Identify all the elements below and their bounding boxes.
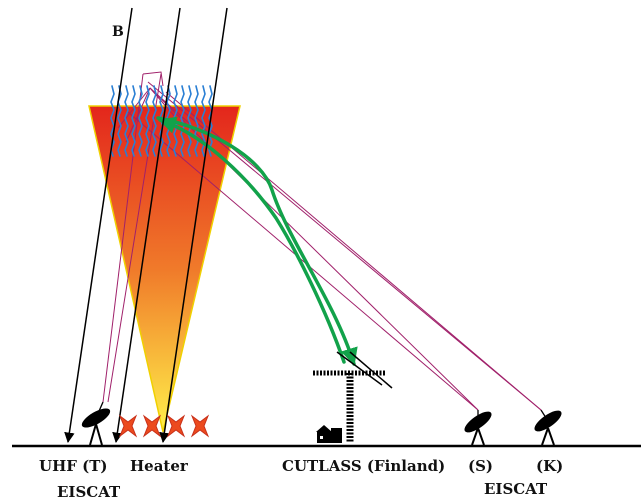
radar-antenna-icon: [313, 351, 393, 443]
dish-antenna-icon: [534, 409, 562, 446]
dish-antenna-icon: [81, 401, 111, 446]
field-aligned-striations: [110, 85, 213, 157]
heater-array-icon: [118, 414, 210, 438]
cutlass-radar-path: [156, 116, 358, 366]
building-icon: [316, 425, 342, 443]
magnetic-field-lines: [64, 7, 228, 444]
eiscat-left-label: EISCAT: [57, 483, 121, 501]
field-label: B: [112, 24, 124, 40]
dish-antenna-icon: [464, 410, 492, 446]
k-label: (K): [536, 457, 563, 475]
s-label: (S): [468, 457, 493, 475]
heater-beam-cone: [88, 105, 241, 433]
uhf-label: UHF (T): [39, 457, 107, 475]
cutlass-label: CUTLASS (Finland): [282, 457, 445, 475]
eiscat-right-label: EISCAT: [484, 480, 548, 498]
heater-label: Heater: [130, 457, 189, 475]
